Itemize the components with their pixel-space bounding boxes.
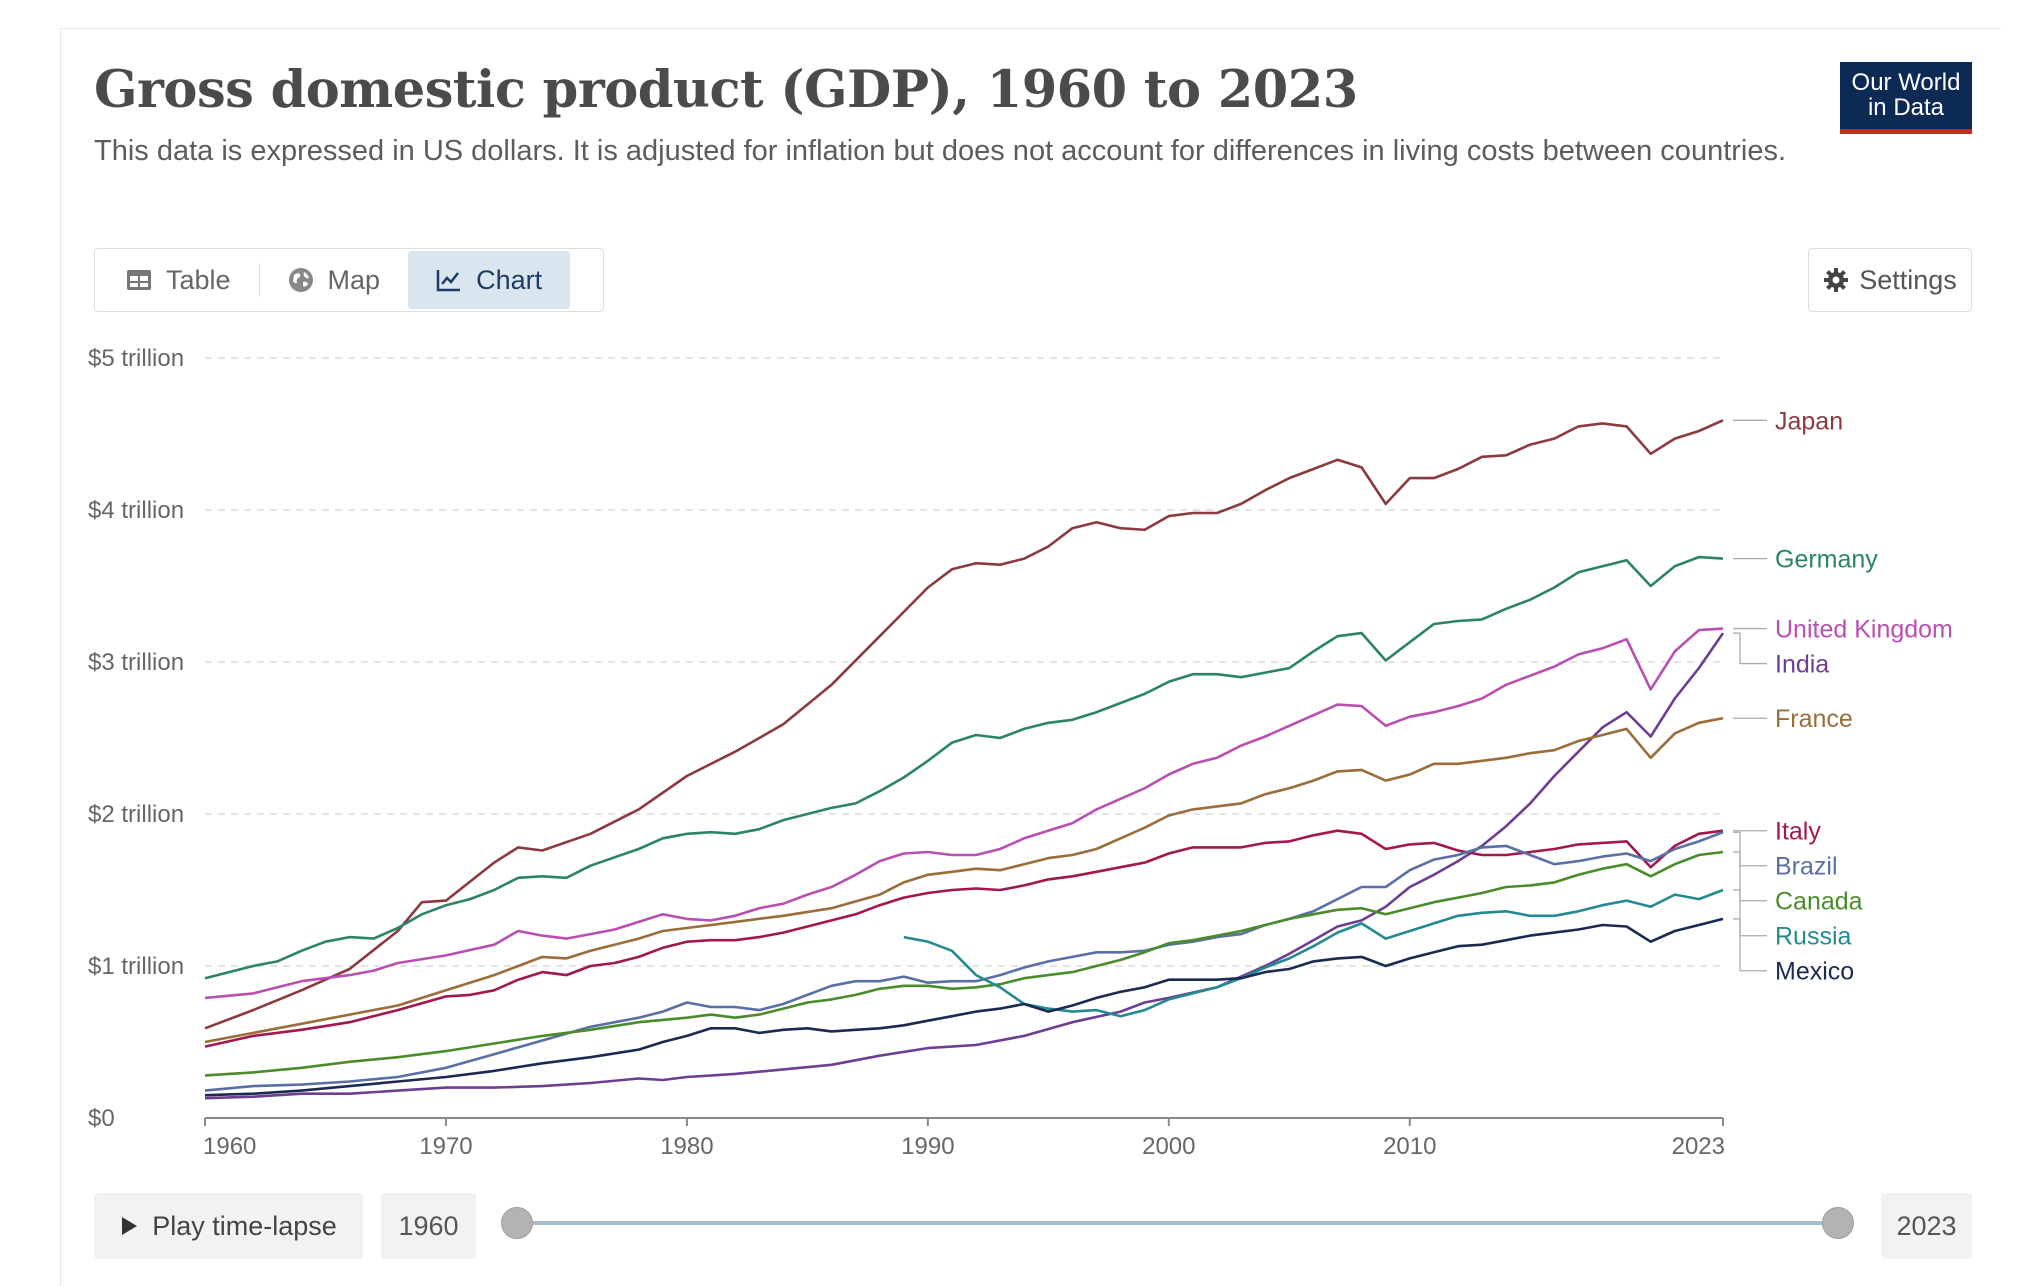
settings-label: Settings: [1859, 264, 1957, 295]
tab-map-label: Map: [327, 264, 381, 295]
gridlines: [205, 357, 1723, 967]
timeline-start-handle[interactable]: [501, 1207, 533, 1239]
series-label-canada[interactable]: Canada: [1775, 888, 1863, 916]
view-tabs: Table Map Chart: [94, 248, 604, 312]
series-line-germany[interactable]: [204, 555, 1724, 980]
start-year-box[interactable]: 1960: [381, 1193, 476, 1259]
series-label-india[interactable]: India: [1775, 651, 1829, 679]
label-leader-line: [1733, 851, 1767, 902]
gear-icon: [1823, 267, 1849, 293]
x-tick-label: 1980: [660, 1133, 713, 1160]
series-line-japan[interactable]: [204, 419, 1724, 1030]
play-timelapse-button[interactable]: Play time-lapse: [94, 1193, 363, 1259]
series-lines: [204, 419, 1725, 1100]
owid-logo[interactable]: Our World in Data: [1840, 62, 1972, 134]
series-line-italy[interactable]: [204, 829, 1724, 1048]
tab-chart-label: Chart: [476, 264, 543, 295]
tab-table[interactable]: Table: [98, 251, 259, 309]
series-label-russia[interactable]: Russia: [1775, 923, 1852, 951]
label-leader-line: [1733, 831, 1767, 867]
settings-button[interactable]: Settings: [1808, 248, 1972, 312]
x-tick-label: 1970: [419, 1133, 472, 1160]
chart-subtitle: This data is expressed in US dollars. It…: [94, 135, 1787, 167]
play-label: Play time-lapse: [152, 1210, 337, 1241]
series-line-france[interactable]: [204, 716, 1724, 1044]
y-tick-label: $4 trillion: [88, 497, 184, 524]
series-line-canada[interactable]: [204, 850, 1724, 1077]
y-tick-label: $3 trillion: [88, 649, 184, 676]
y-tick-label: $1 trillion: [88, 953, 184, 980]
y-tick-label: $5 trillion: [88, 345, 184, 372]
logo-line-1: Our World: [1851, 69, 1961, 96]
x-tick-label: 2000: [1142, 1133, 1195, 1160]
tab-divider: [258, 263, 260, 297]
timeline-slider-track[interactable]: [517, 1221, 1837, 1225]
play-icon: [120, 1216, 138, 1236]
x-tick-label: 1990: [901, 1133, 954, 1160]
series-labels: Japan Germany United Kingdom India France Ita…: [1733, 407, 1953, 986]
series-line-united-kingdom[interactable]: [204, 627, 1724, 1000]
tab-chart[interactable]: Chart: [408, 251, 571, 309]
series-label-germany[interactable]: Germany: [1775, 546, 1878, 574]
series-label-italy[interactable]: Italy: [1775, 818, 1821, 846]
chart-title: Gross domestic product (GDP), 1960 to 20…: [94, 60, 1358, 120]
series-label-mexico[interactable]: Mexico: [1775, 958, 1854, 986]
chart-card: [60, 28, 2001, 1286]
y-tick-label: $2 trillion: [88, 801, 184, 828]
series-label-brazil[interactable]: Brazil: [1775, 853, 1838, 881]
x-tick-label: 2010: [1383, 1133, 1436, 1160]
tab-table-label: Table: [166, 264, 231, 295]
globe-icon: [288, 267, 314, 293]
series-line-russia[interactable]: [903, 888, 1724, 1018]
y-tick-label: $0: [88, 1105, 115, 1132]
logo-line-2: in Data: [1867, 94, 1945, 121]
series-label-united-kingdom[interactable]: United Kingdom: [1775, 616, 1953, 644]
axes: $0 $1 trillion $2 trillion $3 trillion $4 tr…: [88, 345, 1725, 1160]
series-line-brazil[interactable]: [204, 830, 1724, 1092]
table-icon: [126, 269, 152, 291]
tab-map[interactable]: Map: [260, 251, 409, 309]
label-leader-line: [1733, 632, 1767, 665]
end-year-box[interactable]: 2023: [1881, 1193, 1972, 1259]
x-tick-label: 2023: [1672, 1133, 1725, 1160]
label-leader-line: [1733, 918, 1767, 972]
x-tick-label: 1960: [203, 1133, 256, 1160]
label-leader-line: [1733, 889, 1767, 937]
line-chart-icon: [436, 268, 462, 292]
series-line-mexico[interactable]: [204, 917, 1724, 1097]
series-label-japan[interactable]: Japan: [1775, 407, 1843, 435]
timeline-end-handle[interactable]: [1822, 1207, 1854, 1239]
series-line-india[interactable]: [204, 632, 1725, 1100]
series-label-france[interactable]: France: [1775, 705, 1853, 733]
